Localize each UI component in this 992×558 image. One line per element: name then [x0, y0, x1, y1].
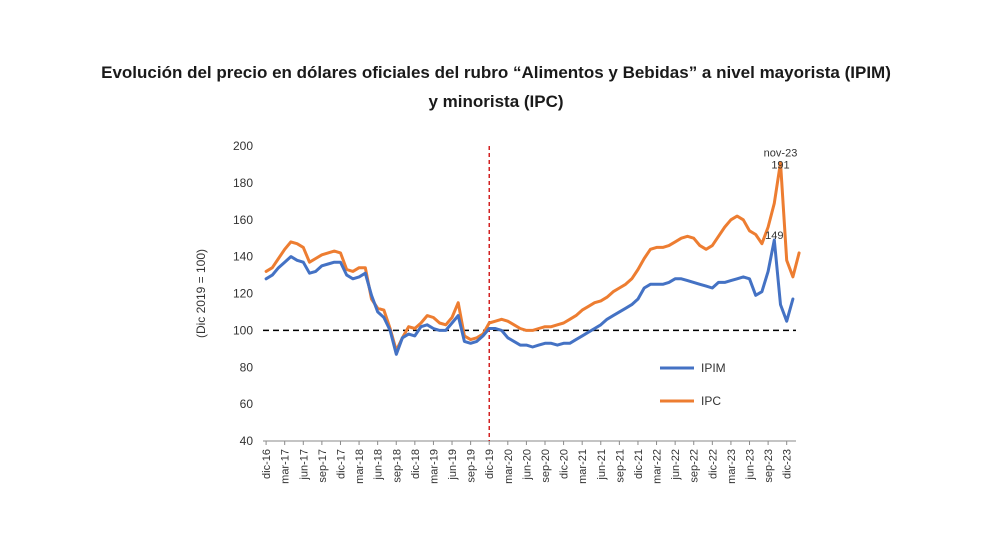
- y-tick-label: 180: [233, 176, 253, 190]
- x-tick-label: jun-20: [521, 449, 533, 481]
- y-tick-label: 40: [240, 434, 254, 448]
- y-axis-label: (Dic 2019 = 100): [194, 249, 208, 338]
- x-axis: dic-16 mar-17 jun-17 sep-17 dic-17 mar-18 jun-…: [261, 440, 796, 484]
- chart-title-line-2: y minorista (IPC): [428, 92, 564, 111]
- x-tick-label: mar-23: [726, 449, 738, 484]
- series-group: [264, 161, 801, 356]
- x-tick-label: mar-17: [280, 449, 292, 484]
- y-tick-label: 200: [233, 139, 253, 153]
- annotation-ipc-value: 191: [771, 160, 789, 172]
- legend: IPIM IPC: [660, 361, 726, 408]
- x-tick-label: sep-22: [689, 449, 701, 483]
- x-tick-label: jun-23: [745, 449, 757, 481]
- x-tick-label: jun-17: [298, 449, 310, 481]
- x-tick-label: dic-20: [559, 449, 571, 479]
- legend-ipc-label: IPC: [701, 394, 721, 408]
- x-tick-label: jun-21: [596, 449, 608, 481]
- x-tick-label: dic-17: [335, 449, 347, 479]
- x-tick-label: jun-18: [373, 449, 385, 481]
- y-tick-label: 60: [240, 397, 254, 411]
- annotation-ipc-date: nov-23: [764, 148, 798, 160]
- x-tick-label: dic-16: [261, 449, 273, 479]
- chart-title-line-1: Evolución del precio en dólares oficiale…: [101, 63, 891, 82]
- x-tick-label: mar-22: [652, 449, 664, 484]
- x-tick-label: dic-18: [410, 449, 422, 479]
- x-tick-label: dic-22: [707, 449, 719, 479]
- x-tick-label: mar-18: [354, 449, 366, 484]
- annotation-ipim-value: 149: [765, 230, 783, 242]
- series-line-ipc: [264, 161, 801, 353]
- x-tick-label: mar-19: [428, 449, 440, 484]
- y-tick-label: 100: [233, 323, 253, 337]
- x-tick-label: mar-20: [503, 449, 515, 484]
- y-tick-label: 160: [233, 213, 253, 227]
- x-tick-label: sep-21: [614, 449, 626, 483]
- y-axis: 40 60 80 100 120 140 160 180 200: [233, 139, 253, 448]
- y-tick-label: 80: [240, 360, 254, 374]
- x-tick-label: dic-21: [633, 449, 645, 479]
- x-tick-label: mar-21: [577, 449, 589, 484]
- x-tick-label: jun-19: [447, 449, 459, 481]
- y-tick-label: 140: [233, 250, 253, 264]
- x-tick-label: sep-17: [317, 449, 329, 483]
- x-tick-label: dic-23: [782, 449, 794, 479]
- x-tick-label: sep-18: [391, 449, 403, 483]
- series-line-ipim: [264, 238, 795, 356]
- legend-ipim-label: IPIM: [701, 361, 726, 375]
- x-tick-label: sep-20: [540, 449, 552, 483]
- y-tick-label: 120: [233, 287, 253, 301]
- chart-title: Evolución del precio en dólares oficiale…: [0, 58, 992, 116]
- x-tick-label: dic-19: [484, 449, 496, 479]
- x-tick-label: sep-23: [763, 449, 775, 483]
- x-tick-label: sep-19: [466, 449, 478, 483]
- x-tick-label: jun-22: [670, 449, 682, 481]
